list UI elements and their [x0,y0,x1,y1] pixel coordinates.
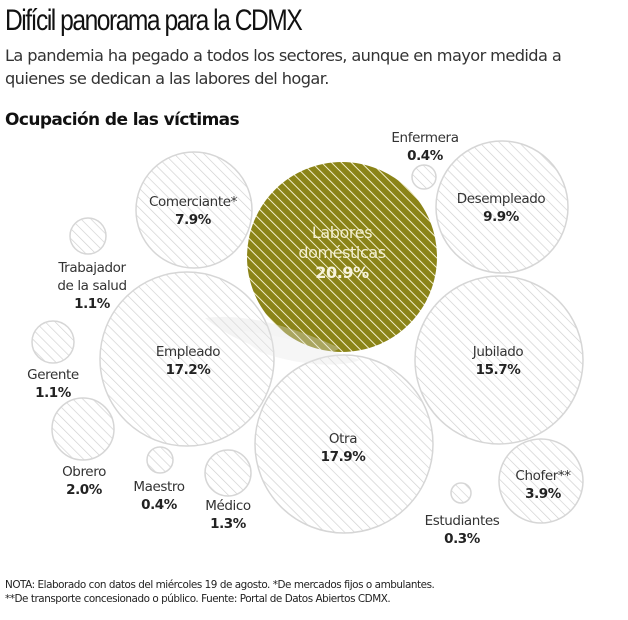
bubbles-group [31,140,584,534]
label-name: Comerciante* [149,194,237,210]
label-trabajador-salud: Trabajador de la salud 1.1% [57,259,127,313]
label-enfermera: Enfermera 0.4% [391,129,459,165]
section-title: Ocupación de las víctimas [5,110,240,130]
label-name: Trabajador [58,260,126,276]
label-name: Médico [205,498,251,514]
footnote-line-1: NOTA: Elaborado con datos del miércoles … [5,579,435,591]
bubble-enfermera [411,164,437,190]
label-value: 0.3% [444,531,480,547]
bubble-empleado [99,271,275,447]
label-name: Jubilado [472,344,524,360]
bubble-otra [254,354,434,534]
label-empleado: Empleado 17.2% [155,343,221,379]
chart-title: Difícil panorama para la CDMX [5,4,303,37]
label-chofer: Chofer** 3.9% [515,467,571,503]
label-value: 1.1% [74,296,110,312]
bubble-gerente [31,320,75,364]
label-comerciante: Comerciante* 7.9% [149,193,237,229]
bubble-comerciante [135,151,253,269]
label-value: 1.3% [210,516,246,532]
chart-subtitle: La pandemia ha pegado a todos los sector… [5,46,562,88]
label-name: Obrero [62,464,106,480]
label-value: 3.9% [525,486,561,502]
label-name: Chofer** [515,468,571,484]
label-value: 1.1% [35,385,71,401]
bubble-estudiantes [450,482,472,504]
label-value: 17.2% [165,362,211,378]
label-name-line2: domésticas [298,243,386,262]
bubble-desempleado [435,140,569,274]
watermark-wing-icon [205,316,360,365]
label-name: Maestro [133,479,185,495]
label-name: Labores [311,223,373,242]
label-name: Enfermera [391,130,459,146]
label-name: Desempleado [456,191,546,207]
label-jubilado: Jubilado 15.7% [473,343,524,379]
bubble-labores-domesticas [247,162,437,352]
footnote-line-2: **De transporte concesionado o público. … [5,593,391,605]
label-value: 15.7% [475,362,521,378]
label-name-line2: de la salud [57,278,127,294]
bubble-maestro [146,446,174,474]
label-obrero: Obrero 2.0% [62,463,106,499]
label-gerente: Gerente 1.1% [27,366,79,402]
label-estudiantes: Estudiantes 0.3% [425,512,500,548]
label-value: 0.4% [407,148,443,164]
label-desempleado: Desempleado 9.9% [457,190,546,226]
label-value: 9.9% [483,209,519,225]
label-otra: Otra 17.9% [321,430,366,466]
label-name: Empleado [155,344,221,360]
label-labores-domesticas: Labores domésticas 20.9% [298,223,386,283]
bubble-obrero [51,397,115,461]
bubble-medico [204,449,252,497]
label-maestro: Maestro 0.4% [133,478,185,514]
footnote: NOTA: Elaborado con datos del miércoles … [5,578,625,606]
bubble-trabajador-salud [69,217,107,255]
label-name: Otra [328,431,358,447]
label-name: Estudiantes [424,513,500,529]
bubble-chofer [498,438,584,524]
label-value: 0.4% [141,497,177,513]
bubble-jubilado [414,275,584,445]
label-value: 17.9% [320,449,366,465]
label-medico: Médico 1.3% [205,497,251,533]
label-name: Gerente [27,367,79,383]
label-value: 2.0% [66,482,102,498]
label-value: 20.9% [315,263,369,282]
label-value: 7.9% [175,212,211,228]
